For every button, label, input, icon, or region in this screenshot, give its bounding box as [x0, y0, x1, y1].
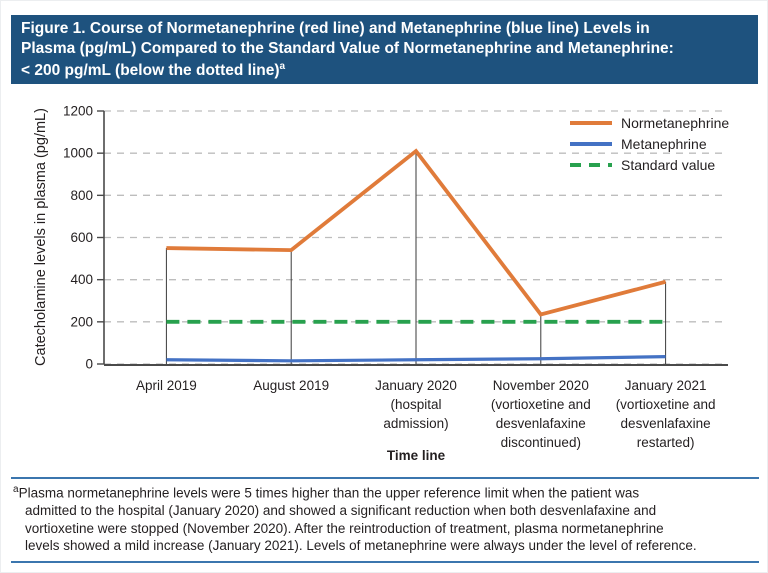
y-tick-label: 0	[85, 357, 93, 372]
legend-label-normetanephrine: Normetanephrine	[621, 114, 730, 131]
x-axis-category-labels: April 2019 August 2019 January 2020 (hospi…	[1, 377, 767, 455]
y-axis-title: Catecholamine levels in plasma (pg/mL)	[33, 108, 49, 366]
x-category-label: January 2020 (hospital admission)	[375, 378, 457, 431]
legend-label-metanephrine: Metanephrine	[621, 135, 707, 152]
standard-value-line-swatch-icon	[570, 162, 612, 167]
chart: Catecholamine levels in plasma (pg/mL) 0…	[33, 104, 728, 372]
figure-title: Figure 1. Course of Normetanephrine (red…	[21, 20, 674, 80]
x-category-label: November 2020 (vortioxetine and desvenla…	[490, 378, 591, 450]
y-tick-label: 800	[70, 188, 93, 203]
legend-item-normetanephrine: Normetanephrine	[570, 112, 729, 133]
footnote-superscript-marker: a	[13, 484, 19, 495]
y-tick-label: 600	[70, 230, 93, 245]
series-metanephrine-line	[166, 355, 666, 363]
y-tick-label: 1000	[63, 146, 93, 161]
y-tick-label: 200	[70, 314, 93, 329]
normetanephrine-line-swatch-icon	[570, 120, 612, 125]
x-category-label: August 2019	[253, 378, 330, 393]
x-axis-title: Time line	[386, 448, 446, 463]
legend-label-standard-value: Standard value	[621, 156, 716, 173]
metanephrine-line-swatch-icon	[570, 141, 612, 146]
figure-title-bar: Figure 1. Course of Normetanephrine (red…	[11, 15, 758, 84]
y-tick-label: 400	[70, 272, 93, 287]
y-tick-label: 1200	[63, 104, 93, 119]
footnote: aPlasma normetanephrine levels were 5 ti…	[11, 477, 759, 563]
legend-item-standard-value: Standard value	[570, 154, 729, 175]
legend: Normetanephrine Metanephrine Standard va…	[570, 112, 729, 175]
x-category-label: April 2019	[135, 378, 197, 393]
footnote-text: Plasma normetanephrine levels were 5 tim…	[18, 485, 697, 554]
figure-title-superscript: a	[279, 60, 286, 72]
x-category-label: January 2021 (vortioxetine and desvenlaf…	[615, 378, 716, 450]
series-normetanephrine-line	[166, 148, 667, 317]
legend-item-metanephrine: Metanephrine	[570, 133, 729, 154]
